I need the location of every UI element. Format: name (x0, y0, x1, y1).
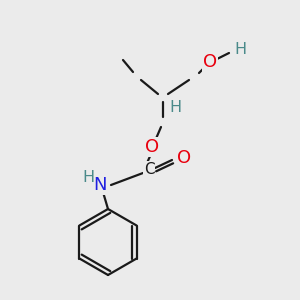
Text: O: O (145, 138, 159, 156)
Text: H: H (234, 43, 246, 58)
Text: H: H (169, 100, 181, 116)
Text: O: O (203, 53, 217, 71)
Text: H: H (82, 170, 94, 185)
Text: O: O (177, 149, 191, 167)
Text: C: C (144, 161, 154, 176)
Text: N: N (93, 176, 107, 194)
